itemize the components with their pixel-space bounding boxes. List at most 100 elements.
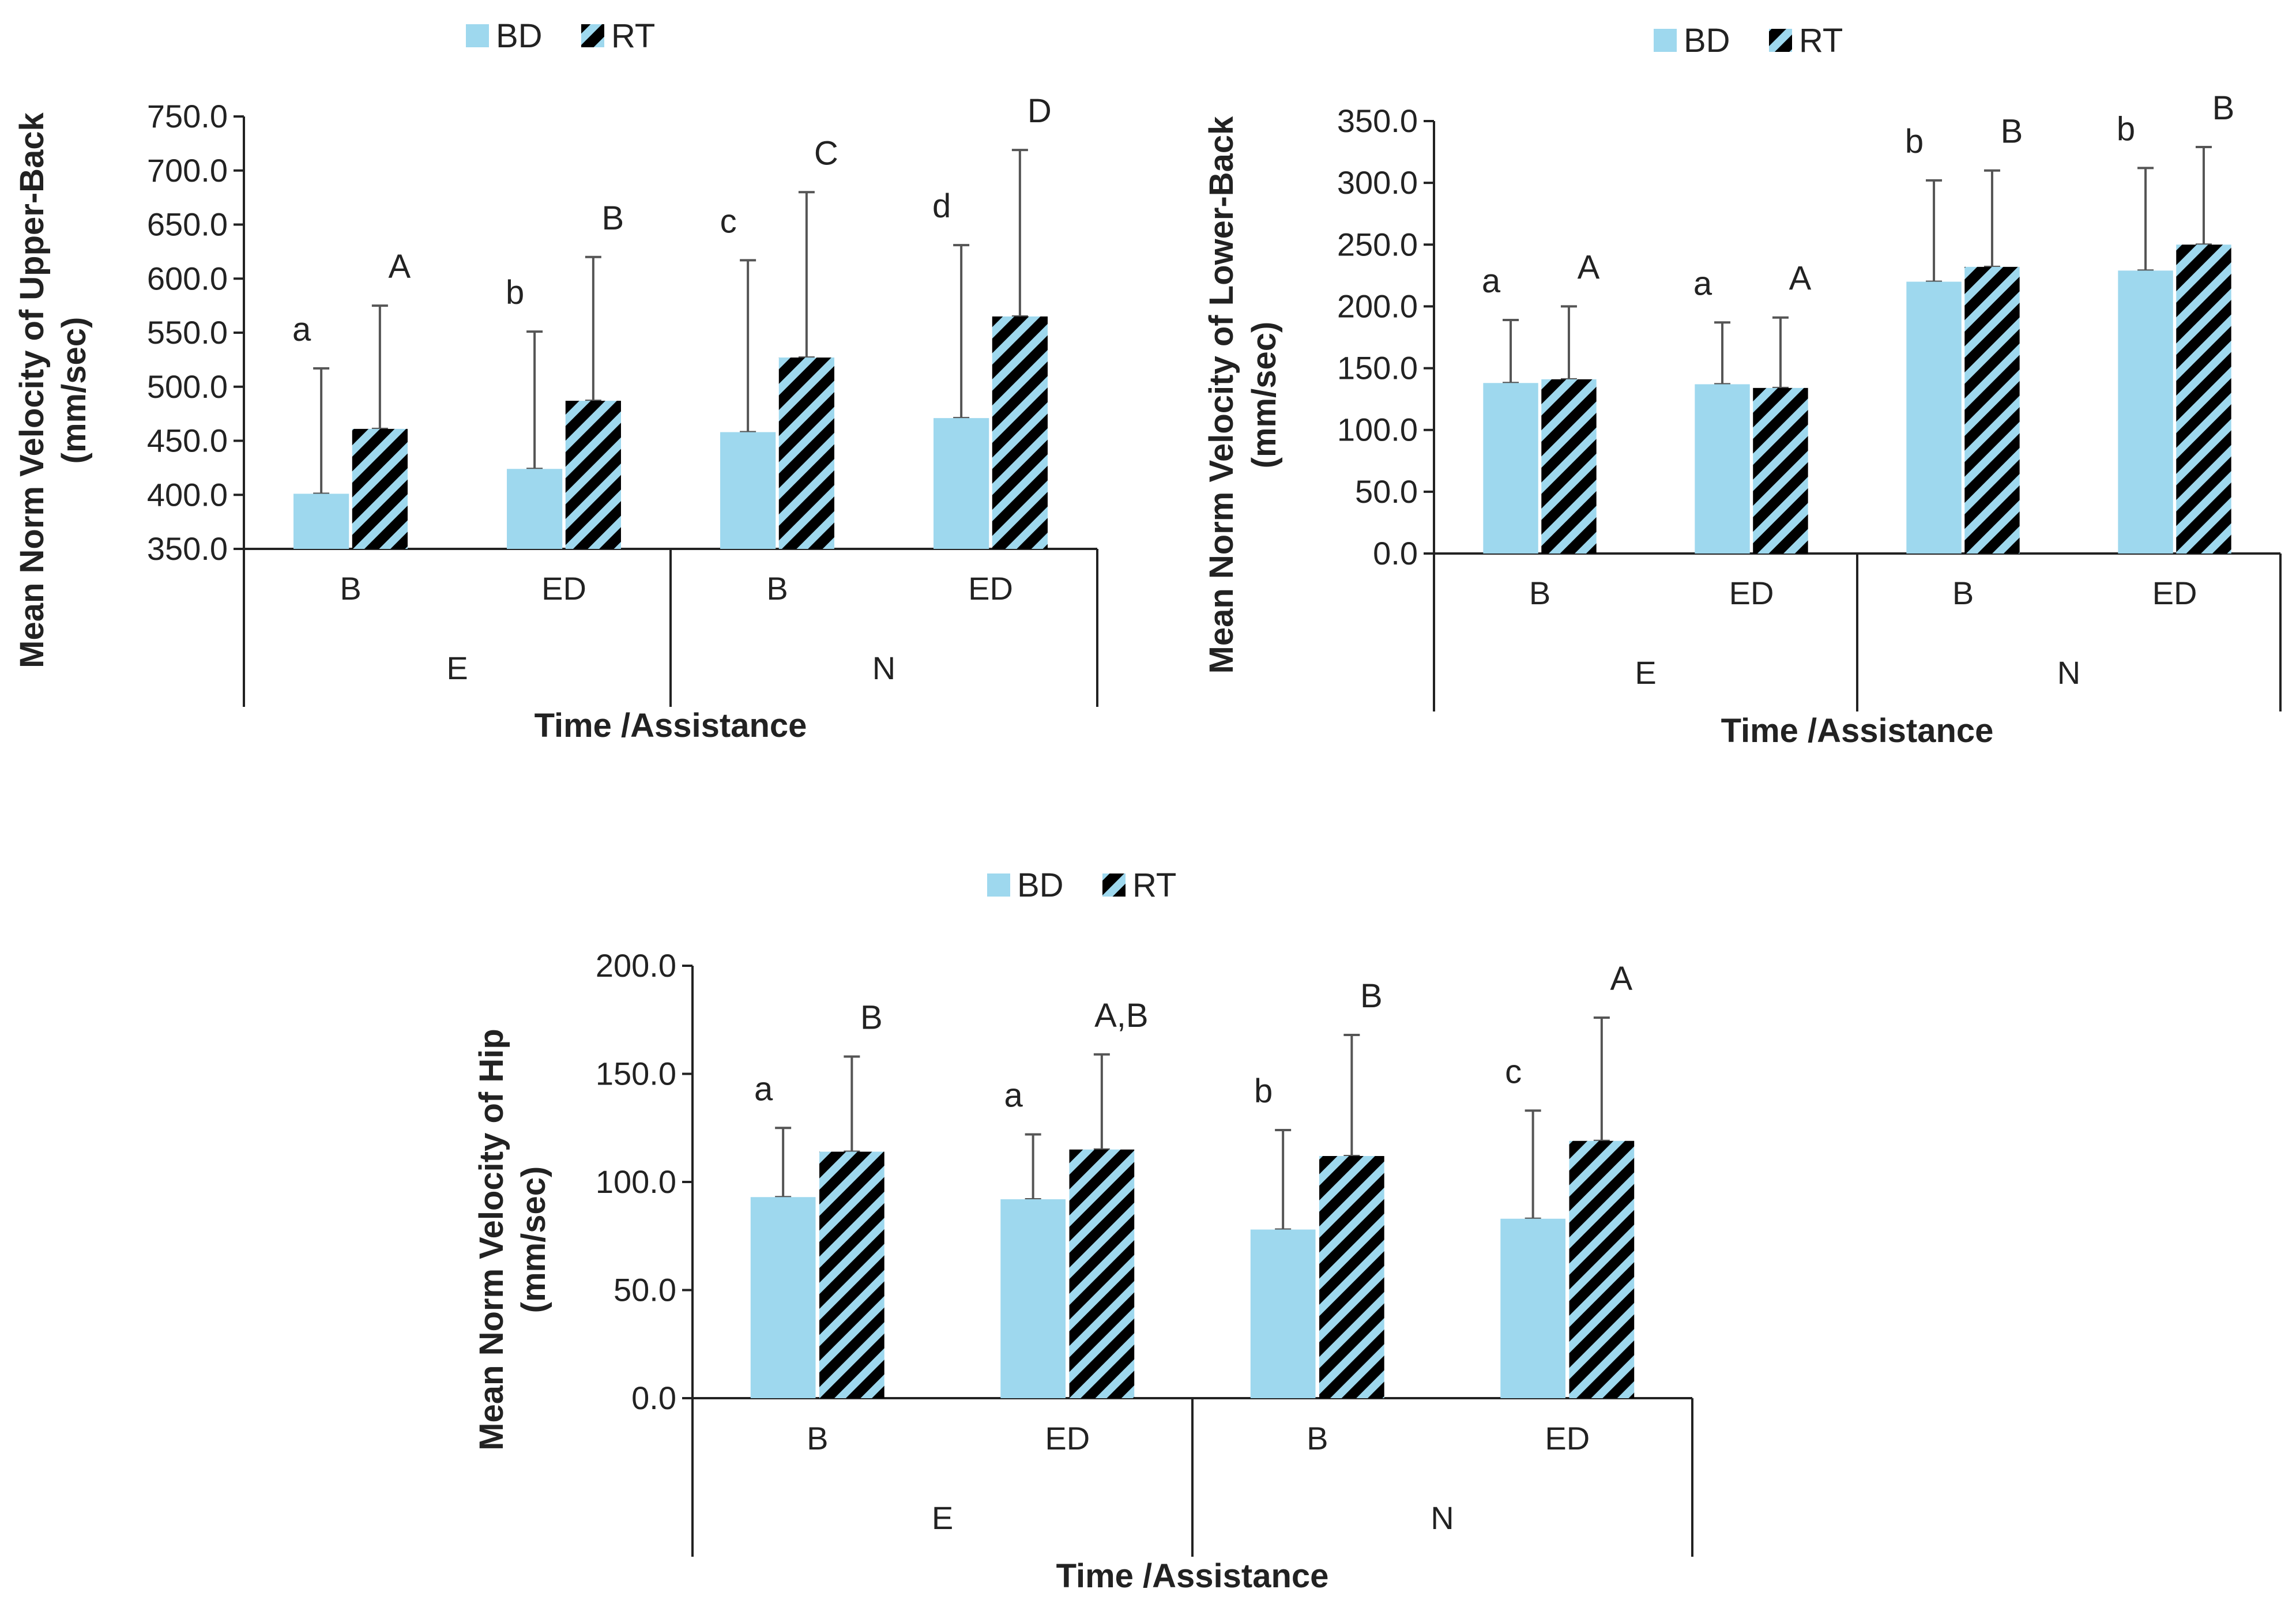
y-tick-label: 350.0 <box>1337 103 1418 139</box>
bar-bd <box>507 469 563 549</box>
legend-label-rt: RT <box>1132 867 1176 904</box>
sig-letter-rt: B <box>1360 977 1383 1015</box>
bar-bd <box>1250 1229 1316 1398</box>
y-axis-title: Mean Norm Velocity of Upper-Back <box>13 112 51 668</box>
sig-letter-rt: A <box>389 248 411 285</box>
bar-rt <box>778 357 834 549</box>
legend-swatch-rt <box>581 24 604 47</box>
bar-rt <box>1753 387 1808 554</box>
sig-letter-bd: a <box>1693 265 1712 302</box>
y-axis-title-units: (mm/sec) <box>55 317 93 464</box>
sig-letter-rt: A <box>1610 960 1633 997</box>
sig-letter-bd: d <box>932 187 951 225</box>
sig-letter-bd: a <box>292 311 311 348</box>
y-tick-label: 700.0 <box>147 152 228 189</box>
bar-bd <box>2118 270 2173 554</box>
bar-bd <box>934 418 989 549</box>
x-group-label: N <box>1431 1500 1454 1536</box>
bar-bd <box>1695 384 1750 554</box>
legend-label-bd: BD <box>1017 867 1064 904</box>
x-group-label: N <box>872 650 895 686</box>
x-category-label: B <box>1307 1420 1328 1456</box>
x-category-label: ED <box>1545 1420 1590 1456</box>
sig-letter-bd: c <box>1505 1053 1522 1090</box>
bar-rt <box>352 428 408 549</box>
x-axis-title: Time /Assistance <box>535 707 807 744</box>
bar-rt <box>1319 1156 1384 1398</box>
y-tick-label: 600.0 <box>147 260 228 296</box>
bar-bd <box>1906 281 1962 554</box>
bar-rt <box>1541 379 1597 554</box>
y-tick-label: 550.0 <box>147 314 228 351</box>
y-tick-label: 50.0 <box>1355 473 1418 510</box>
legend-label-rt: RT <box>1799 22 1843 59</box>
legend-swatch-rt <box>1102 873 1126 897</box>
x-axis-title: Time /Assistance <box>1721 712 1994 750</box>
sig-letter-rt: B <box>2001 113 2023 150</box>
bar-rt <box>992 316 1048 549</box>
legend: BD RT <box>1654 22 1843 59</box>
y-axis-title: Mean Norm Velocity of Hip <box>473 1029 510 1451</box>
y-tick-label: 150.0 <box>596 1056 676 1092</box>
sig-letter-rt: B <box>2212 89 2235 127</box>
y-tick-label: 100.0 <box>596 1164 676 1200</box>
legend-swatch-rt <box>1769 29 1792 52</box>
bar-rt <box>2176 244 2231 554</box>
chart-3: BD RT 0.0 50.0 100.0 150.0 200.0 a B Ba A,B ED b B Bc A… <box>473 867 1693 1595</box>
y-tick-label: 0.0 <box>631 1380 676 1416</box>
y-tick-label: 0.0 <box>1373 535 1418 571</box>
y-tick-label: 400.0 <box>147 476 228 513</box>
y-tick-label: 250.0 <box>1337 226 1418 262</box>
bar-bd <box>1000 1199 1066 1398</box>
sig-letter-rt: A <box>1578 249 1600 286</box>
chart-1: BD RT350.0400.0450.0500.0550.0600.0650.07… <box>13 17 1098 744</box>
x-category-label: ED <box>2152 575 2197 611</box>
bar-rt <box>565 401 621 549</box>
bar-bd <box>750 1197 816 1398</box>
bar-bd <box>1483 383 1538 554</box>
legend-label-bd: BD <box>1684 22 1730 59</box>
sig-letter-bd: a <box>1004 1077 1023 1115</box>
legend-label-bd: BD <box>496 17 543 55</box>
bar-rt <box>1069 1149 1135 1398</box>
x-category-label: B <box>766 570 788 607</box>
sig-letter-bd: b <box>1254 1072 1273 1110</box>
sig-letter-bd: a <box>754 1070 773 1108</box>
y-tick-label: 750.0 <box>147 98 228 134</box>
y-axis-title-units: (mm/sec) <box>515 1166 552 1313</box>
bar-bd <box>293 494 349 549</box>
y-tick-label: 350.0 <box>147 530 228 567</box>
chart-2: BD RT 0.0 50.0 100.0 150.0 200.0 250.0 300.0 350.… <box>1203 22 2282 750</box>
x-group-label: E <box>446 650 468 686</box>
legend-swatch-bd <box>987 873 1010 897</box>
x-category-label: ED <box>1729 575 1774 611</box>
sig-letter-bd: a <box>1482 262 1501 300</box>
legend: BD RT <box>987 867 1176 904</box>
x-category-label: B <box>1952 575 1974 611</box>
bar-bd <box>720 432 776 549</box>
x-category-label: B <box>807 1420 828 1456</box>
x-category-label: ED <box>541 570 586 607</box>
y-tick-label: 100.0 <box>1337 412 1418 448</box>
bar-rt <box>1569 1140 1635 1398</box>
bar-rt <box>819 1151 884 1398</box>
y-tick-label: 50.0 <box>613 1272 676 1308</box>
legend-swatch-bd <box>466 24 489 47</box>
legend-label-rt: RT <box>611 17 655 55</box>
bar-rt <box>1964 266 2020 554</box>
sig-letter-rt: B <box>860 999 883 1037</box>
sig-letter-bd: b <box>2117 110 2135 148</box>
x-category-label: ED <box>968 570 1013 607</box>
y-tick-label: 200.0 <box>1337 288 1418 324</box>
legend: BD RT <box>466 17 655 55</box>
sig-letter-bd: c <box>720 202 737 240</box>
y-tick-label: 300.0 <box>1337 164 1418 201</box>
y-tick-label: 150.0 <box>1337 350 1418 386</box>
y-tick-label: 450.0 <box>147 423 228 459</box>
x-category-label: ED <box>1045 1420 1090 1456</box>
y-tick-label: 650.0 <box>147 206 228 243</box>
x-group-label: N <box>2057 654 2080 691</box>
x-group-label: E <box>932 1500 953 1536</box>
legend-swatch-bd <box>1654 29 1677 52</box>
